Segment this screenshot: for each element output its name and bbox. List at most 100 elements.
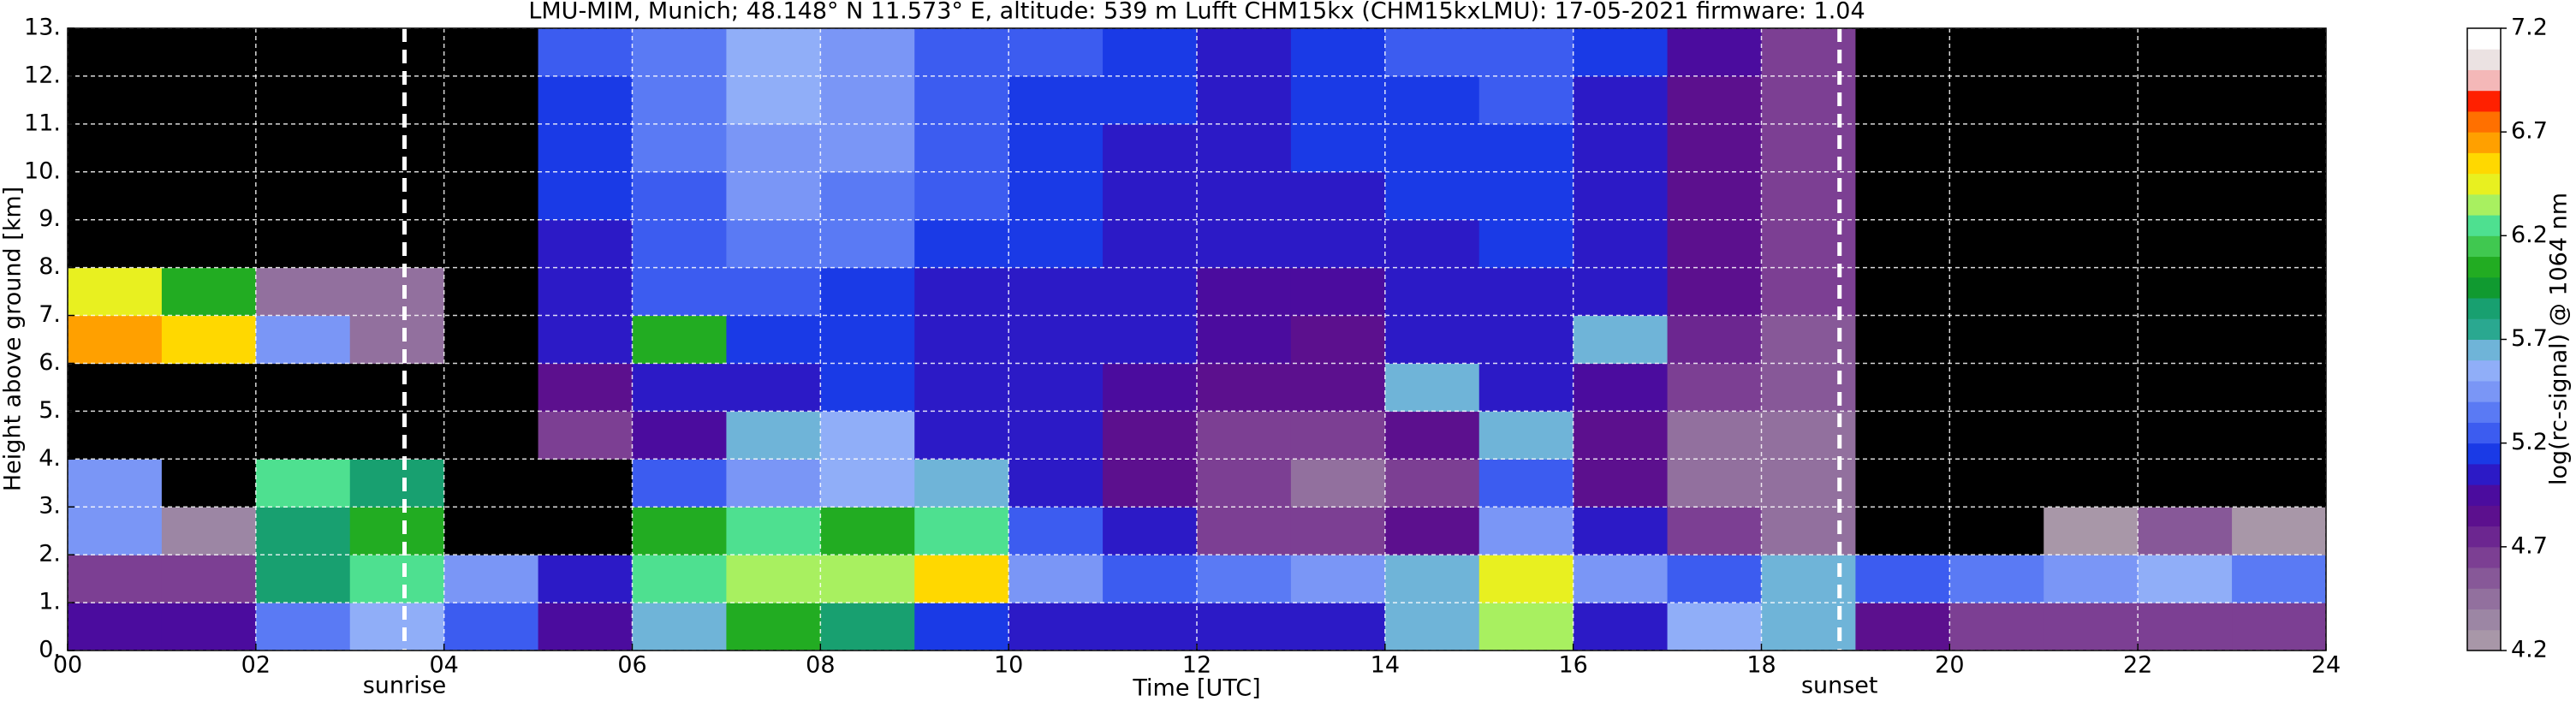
heatmap-cell xyxy=(1384,171,1480,221)
heatmap-cell xyxy=(726,555,821,603)
heatmap-cell xyxy=(1761,459,1856,508)
heatmap-cell xyxy=(1667,123,1762,173)
heatmap-cell xyxy=(255,171,351,221)
heatmap-cell xyxy=(1103,267,1198,317)
y-tick-label: 4. xyxy=(39,445,61,472)
colorbar-segment xyxy=(2467,152,2501,175)
heatmap-cell xyxy=(161,603,257,651)
heatmap-cell xyxy=(2232,603,2327,651)
heatmap-cell xyxy=(443,267,539,317)
heatmap-cell xyxy=(68,75,163,125)
heatmap-cell xyxy=(1008,507,1104,556)
heatmap-cell xyxy=(820,219,915,269)
heatmap-cell xyxy=(538,411,633,460)
heatmap-cell xyxy=(1855,267,1950,317)
heatmap-cell xyxy=(161,363,257,412)
heatmap-cell xyxy=(2044,555,2139,603)
colorbar-segment xyxy=(2467,609,2501,631)
heatmap-cell xyxy=(1290,555,1386,603)
heatmap-cell xyxy=(1290,363,1386,412)
y-tick-label: 1. xyxy=(39,589,61,615)
heatmap-cell xyxy=(1761,315,1856,364)
heatmap-cell xyxy=(1667,267,1762,317)
heatmap-cell xyxy=(1290,219,1386,269)
heatmap-cell xyxy=(1855,555,1950,603)
heatmap-cell xyxy=(1667,315,1762,364)
heatmap-cell xyxy=(161,315,257,364)
heatmap-cell xyxy=(68,555,163,603)
colorbar-segment xyxy=(2467,193,2501,216)
heatmap-cell xyxy=(1103,459,1198,508)
heatmap-cell xyxy=(1008,219,1104,269)
colorbar-segment xyxy=(2467,401,2501,423)
heatmap-cell xyxy=(1478,411,1574,460)
heatmap-cell xyxy=(538,507,633,556)
heatmap-cell xyxy=(632,267,727,317)
heatmap-cell xyxy=(914,123,1009,173)
heatmap-cell xyxy=(1290,507,1386,556)
heatmap-cell xyxy=(2044,28,2139,77)
heatmap-cell xyxy=(820,555,915,603)
heatmap-cell xyxy=(538,171,633,221)
heatmap-cell xyxy=(1103,315,1198,364)
heatmap-cell xyxy=(2232,315,2327,364)
heatmap-cell xyxy=(1573,28,1669,77)
heatmap-cell xyxy=(1949,219,2044,269)
heatmap-cell xyxy=(349,555,445,603)
heatmap-cell xyxy=(1290,459,1386,508)
heatmap-cell xyxy=(914,555,1009,603)
heatmap-cell xyxy=(820,411,915,460)
heatmap-cell xyxy=(2232,219,2327,269)
colorbar-tick-label: 6.7 xyxy=(2511,118,2548,145)
heatmap-cell xyxy=(1197,75,1292,125)
heatmap-cell xyxy=(1949,507,2044,556)
heatmap-cell xyxy=(1855,219,1950,269)
heatmap-cell xyxy=(443,28,539,77)
heatmap-cell xyxy=(1855,603,1950,651)
heatmap-cell xyxy=(1667,507,1762,556)
heatmap-cell xyxy=(726,171,821,221)
heatmap-cell xyxy=(1103,123,1198,173)
heatmap-cell xyxy=(1761,171,1856,221)
colorbar-segment xyxy=(2467,567,2501,589)
heatmap-cell xyxy=(538,555,633,603)
heatmap-cell xyxy=(726,219,821,269)
y-tick-label: 10. xyxy=(24,157,61,184)
heatmap-cell xyxy=(538,75,633,125)
heatmap-cell xyxy=(161,459,257,508)
heatmap-cell xyxy=(255,555,351,603)
heatmap-cell xyxy=(1855,459,1950,508)
heatmap-cell xyxy=(255,315,351,364)
heatmap-cell xyxy=(914,171,1009,221)
heatmap-cell xyxy=(1573,315,1669,364)
heatmap-cell xyxy=(1384,315,1480,364)
colorbar-segment xyxy=(2467,28,2501,50)
heatmap-cell xyxy=(1855,75,1950,125)
heatmap-cell xyxy=(1197,363,1292,412)
heatmap-cell xyxy=(1008,315,1104,364)
heatmap-cell xyxy=(2232,555,2327,603)
colorbar-segment xyxy=(2467,380,2501,402)
heatmap-cell xyxy=(1949,75,2044,125)
colorbar-segment xyxy=(2467,505,2501,527)
y-tick-label: 3. xyxy=(39,493,61,520)
heatmap-cell xyxy=(255,507,351,556)
heatmap-cell xyxy=(68,411,163,460)
heatmap-cell xyxy=(1573,411,1669,460)
heatmap-cell xyxy=(1008,75,1104,125)
heatmap-cell xyxy=(2232,363,2327,412)
heatmap-cell xyxy=(538,603,633,651)
chart-title: LMU-MIM, Munich; 48.148° N 11.573° E, al… xyxy=(528,0,1865,25)
heatmap-cell xyxy=(538,267,633,317)
heatmap-cell xyxy=(820,75,915,125)
heatmap-cell xyxy=(68,459,163,508)
heatmap-cell xyxy=(349,315,445,364)
heatmap-cell xyxy=(1103,219,1198,269)
heatmap-cell xyxy=(1949,28,2044,77)
x-tick-label: 04 xyxy=(429,652,458,679)
heatmap-cell xyxy=(161,555,257,603)
heatmap-cell xyxy=(68,219,163,269)
heatmap-cell xyxy=(443,75,539,125)
heatmap-cell xyxy=(1855,28,1950,77)
